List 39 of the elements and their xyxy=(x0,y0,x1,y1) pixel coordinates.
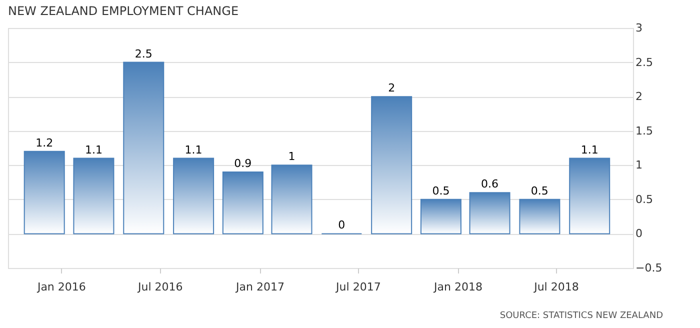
data-label: 1.2 xyxy=(36,136,54,150)
bar xyxy=(24,150,65,234)
x-tick-label: Jan 2018 xyxy=(433,280,482,294)
x-tick-label: Jul 2016 xyxy=(137,280,183,294)
data-label: 2 xyxy=(388,82,396,95)
bar xyxy=(222,172,264,234)
x-tick-label: Jul 2017 xyxy=(335,280,381,294)
data-label: 0.5 xyxy=(432,184,450,198)
bar xyxy=(123,62,164,234)
y-tick-label: 2 xyxy=(636,90,642,104)
bar xyxy=(173,158,214,234)
bar xyxy=(519,198,560,234)
data-label: 0.9 xyxy=(234,157,252,170)
x-tick-label: Jan 2017 xyxy=(235,280,284,294)
y-tick-label: 1.5 xyxy=(636,124,653,138)
data-label: 2.5 xyxy=(134,47,152,60)
bar xyxy=(420,198,462,234)
data-label: 0.6 xyxy=(481,178,499,191)
data-label: 1 xyxy=(288,150,296,164)
bar xyxy=(569,158,610,234)
y-tick-label: −0.5 xyxy=(636,262,662,274)
y-tick-label: 3 xyxy=(636,22,642,34)
bar xyxy=(469,192,510,234)
data-label: 0.5 xyxy=(530,184,548,198)
bar xyxy=(73,158,114,234)
data-label: 1.1 xyxy=(580,143,598,156)
data-label: 1.1 xyxy=(184,143,202,156)
x-tick-label: Jan 2016 xyxy=(36,280,86,294)
y-tick-label: 0.5 xyxy=(636,192,653,206)
bar xyxy=(371,96,412,234)
x-tick-label: Jul 2018 xyxy=(533,280,579,294)
chart-title: NEW ZEALAND EMPLOYMENT CHANGE xyxy=(8,4,239,18)
source-note: SOURCE: STATISTICS NEW ZEALAND xyxy=(500,311,664,321)
y-tick-label: 2.5 xyxy=(636,56,653,69)
y-tick-label: 0 xyxy=(636,227,642,240)
y-tick-label: 1 xyxy=(636,158,642,172)
bar xyxy=(271,164,312,234)
data-label: 0 xyxy=(338,218,346,232)
data-label: 1.1 xyxy=(84,143,102,156)
